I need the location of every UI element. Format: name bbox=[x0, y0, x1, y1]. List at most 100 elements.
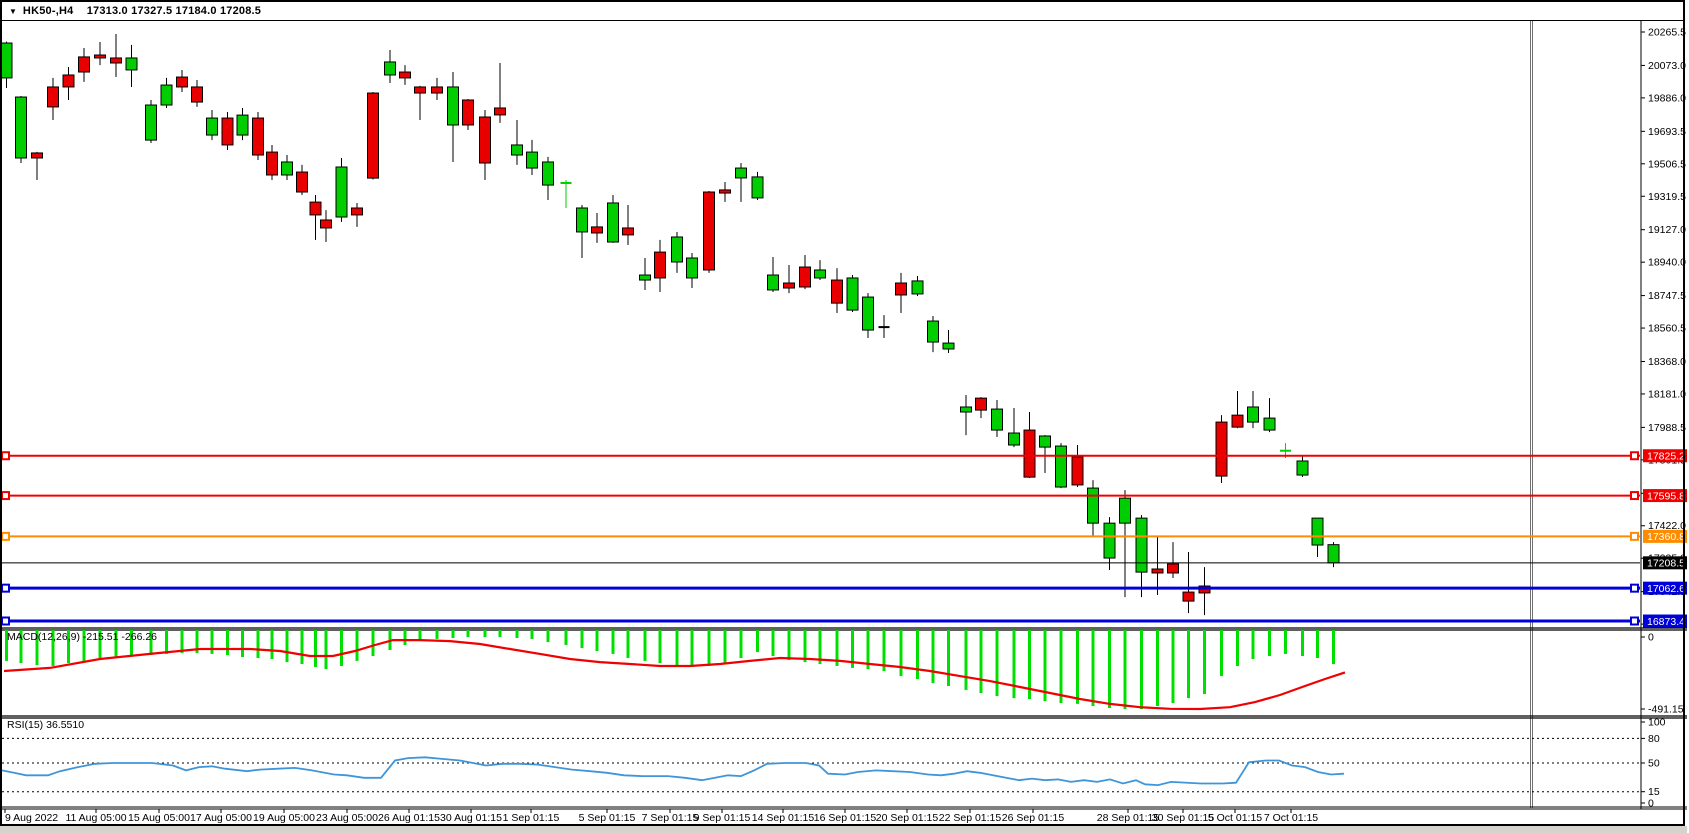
candle-body bbox=[1023, 429, 1036, 478]
date-tick-label[interactable]: 26 Aug 01:15 bbox=[378, 812, 440, 824]
price-label-box bbox=[1643, 581, 1687, 595]
candle-body bbox=[1167, 563, 1179, 574]
date-tick-label[interactable]: 16 Sep 01:15 bbox=[814, 812, 877, 824]
candle-body bbox=[576, 207, 588, 233]
level-line-handle[interactable] bbox=[1, 583, 10, 593]
candle-body bbox=[447, 86, 459, 126]
candle-body bbox=[895, 282, 907, 296]
date-tick-label[interactable]: 14 Sep 01:15 bbox=[752, 812, 815, 824]
candle-body bbox=[783, 282, 795, 289]
candle-body bbox=[686, 257, 698, 279]
date-tick-label[interactable]: 26 Sep 01:15 bbox=[1002, 812, 1065, 824]
price-label-box bbox=[1643, 489, 1687, 503]
candle-body bbox=[526, 151, 538, 169]
candle-body bbox=[911, 280, 924, 295]
candle-body bbox=[703, 191, 715, 271]
date-tick-label[interactable]: 5 Sep 01:15 bbox=[579, 812, 636, 824]
candle-body bbox=[1055, 445, 1067, 488]
date-axis-area[interactable] bbox=[2, 809, 1641, 825]
date-tick-label[interactable]: 20 Sep 01:15 bbox=[876, 812, 939, 824]
date-tick-label[interactable]: 7 Oct 01:15 bbox=[1264, 812, 1318, 824]
date-tick-label[interactable]: 5 Oct 01:15 bbox=[1208, 812, 1262, 824]
price-label-text: 16873.4 bbox=[1647, 616, 1685, 628]
date-tick-label[interactable]: 9 Aug 2022 bbox=[5, 812, 58, 824]
level-line-handle[interactable] bbox=[1630, 583, 1639, 593]
candle-body bbox=[191, 86, 203, 103]
candle-body bbox=[751, 176, 764, 199]
candle-body bbox=[399, 71, 411, 79]
level-line-handle[interactable] bbox=[1, 451, 10, 461]
window-right-strip bbox=[1687, 0, 1689, 833]
level-line-handle[interactable] bbox=[1, 616, 10, 626]
date-tick-label[interactable]: 17 Aug 05:00 bbox=[190, 812, 252, 824]
window-bottom-strip bbox=[0, 826, 1689, 833]
date-tick-label[interactable]: 15 Aug 05:00 bbox=[128, 812, 190, 824]
candle-body bbox=[1087, 487, 1099, 524]
candle-body bbox=[1182, 591, 1195, 602]
price-label-box bbox=[1643, 556, 1687, 570]
candle-body bbox=[296, 171, 308, 193]
candle-body bbox=[176, 76, 188, 88]
date-tick-label[interactable]: 19 Aug 05:00 bbox=[253, 812, 315, 824]
price-tick-label: 18747.5 bbox=[1648, 290, 1686, 302]
candle-body bbox=[206, 117, 218, 136]
candle-body bbox=[622, 227, 634, 236]
candle-body bbox=[309, 201, 322, 216]
level-line-handle[interactable] bbox=[1630, 451, 1639, 461]
date-tick-label[interactable]: 7 Sep 01:15 bbox=[642, 812, 699, 824]
price-label-box bbox=[1643, 449, 1687, 463]
date-tick-label[interactable]: 1 Sep 01:15 bbox=[503, 812, 560, 824]
rsi-value: 36.5510 bbox=[46, 719, 85, 731]
main-plot-area[interactable] bbox=[2, 21, 1641, 628]
candle-body bbox=[94, 54, 106, 59]
candle-body bbox=[654, 251, 666, 279]
candle-body bbox=[1008, 432, 1020, 446]
date-tick-label[interactable]: 22 Sep 01:15 bbox=[939, 812, 1002, 824]
date-tick-label[interactable]: 11 Aug 05:00 bbox=[65, 812, 126, 824]
candle-body bbox=[1247, 406, 1259, 423]
price-tick-label: 18368.0 bbox=[1648, 356, 1686, 368]
candle-body bbox=[1039, 435, 1051, 448]
candle-body bbox=[494, 107, 506, 116]
rsi-tick-label: 100 bbox=[1648, 717, 1666, 729]
candle-body bbox=[1215, 421, 1228, 477]
level-line-handle[interactable] bbox=[1, 531, 10, 541]
candle-body bbox=[639, 274, 651, 281]
price-label-text: 17062.6 bbox=[1647, 583, 1685, 595]
price-label-text: 17825.2 bbox=[1647, 451, 1685, 463]
rsi-tick-label: 15 bbox=[1648, 786, 1660, 798]
price-tick-label: 17422.0 bbox=[1648, 520, 1686, 532]
date-tick-label[interactable]: 30 Aug 01:15 bbox=[440, 812, 502, 824]
rsi-name: RSI(15) bbox=[7, 719, 44, 731]
price-label-box bbox=[1643, 529, 1687, 543]
candle-body bbox=[160, 84, 173, 106]
macd-name: MACD(12,26,9) bbox=[7, 631, 80, 643]
candle-body bbox=[110, 57, 122, 64]
candle-body bbox=[846, 277, 859, 311]
level-line-handle[interactable] bbox=[1630, 531, 1639, 541]
level-line-handle[interactable] bbox=[1, 491, 10, 501]
candle-body bbox=[384, 61, 396, 76]
date-tick-label[interactable]: 28 Sep 01:15 bbox=[1097, 812, 1160, 824]
price-tick-label: 17988.5 bbox=[1648, 422, 1686, 434]
candle-body bbox=[1296, 460, 1309, 476]
candle-body bbox=[221, 117, 234, 146]
candle-body bbox=[671, 236, 683, 263]
level-line-handle[interactable] bbox=[1630, 616, 1639, 626]
date-tick-label[interactable]: 23 Aug 05:00 bbox=[316, 812, 378, 824]
date-tick-label[interactable]: 9 Sep 01:15 bbox=[694, 812, 751, 824]
macd-signal-line bbox=[3, 638, 1346, 711]
candle-body bbox=[927, 320, 939, 343]
level-line-handle[interactable] bbox=[1630, 491, 1639, 501]
date-tick-label[interactable]: 30 Sep 01:15 bbox=[1152, 812, 1215, 824]
candle-body bbox=[1231, 414, 1244, 428]
price-axis-area[interactable] bbox=[1642, 21, 1688, 811]
price-label-text: 17208.5 bbox=[1647, 558, 1685, 570]
macd-indicator-label: MACD(12,26,9) -215.51 -266.26 bbox=[7, 631, 157, 643]
chevron-down-icon[interactable]: ▼ bbox=[9, 6, 17, 16]
candle-body bbox=[266, 151, 278, 176]
symbol-timeframe: HK50-,H4 bbox=[22, 5, 74, 17]
candle-body bbox=[252, 117, 264, 156]
